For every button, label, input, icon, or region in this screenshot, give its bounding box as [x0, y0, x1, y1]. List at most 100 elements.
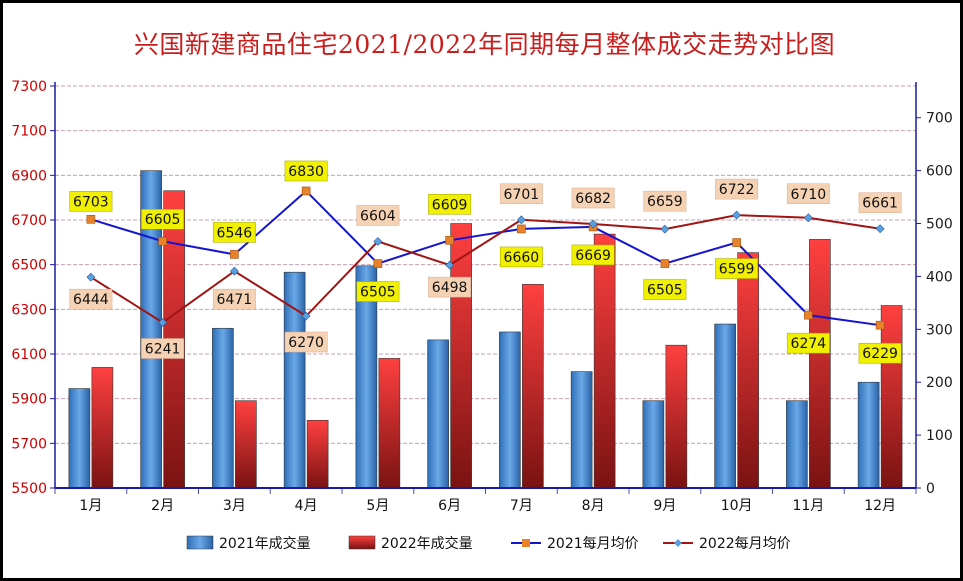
data-label-2021-9: 6505 [647, 283, 683, 299]
data-label-2022-3-box [212, 288, 256, 310]
line-2021-avg-price [90, 189, 881, 327]
point-2022-avg-5 [373, 237, 383, 246]
data-label-2022-5: 6604 [360, 208, 396, 224]
bar-2021-10 [714, 323, 736, 489]
data-label-2021-12-box [858, 342, 902, 364]
data-label-2021-10-box [715, 258, 759, 279]
data-label-2021-1-box [69, 191, 113, 212]
point-2021-avg-3 [230, 250, 239, 259]
data-label-2022-2: 6241 [145, 342, 181, 358]
bar-2021-3 [212, 327, 234, 489]
bar-2021-6 [427, 339, 449, 489]
data-label-2021-7-box [499, 246, 543, 268]
bar-2022-9 [665, 344, 688, 489]
data-label-2022-8-box [571, 187, 615, 209]
y-left-tick-label: 5900 [11, 392, 47, 408]
x-tick-label: 12月 [864, 498, 896, 514]
x-tick-label: 3月 [223, 498, 246, 514]
point-2022-avg-9 [660, 224, 670, 234]
y-left-tick-label: 5700 [11, 436, 47, 452]
legend-label: 2021每月均价 [547, 536, 639, 552]
data-label-2022-6: 6498 [432, 280, 468, 296]
y-left-tick-label: 7100 [11, 124, 47, 140]
data-label-2022-4: 6270 [288, 335, 324, 351]
point-2021-avg-6 [445, 236, 454, 245]
x-tick-label: 5月 [366, 498, 389, 514]
bar-2021-7 [499, 331, 521, 489]
bar-2021-12 [857, 381, 880, 489]
bar-2021-9 [642, 400, 665, 489]
y-left-tick-label: 6500 [11, 258, 47, 274]
data-label-2021-1: 6703 [73, 194, 109, 210]
data-label-2022-10: 6722 [719, 182, 755, 198]
bar-2022-10 [737, 252, 759, 489]
point-2022-avg-6 [445, 260, 455, 270]
legend-marker [522, 539, 530, 547]
data-label-2022-9-box [643, 190, 687, 212]
data-label-2021-12: 6229 [862, 346, 898, 362]
point-2021-avg-2 [158, 236, 167, 246]
bar-2022-1 [91, 367, 114, 489]
x-tick-label: 8月 [582, 498, 605, 514]
data-label-2022-5-box [356, 205, 400, 226]
bar-2022-3 [235, 400, 257, 489]
point-2022-avg-1 [86, 272, 96, 282]
x-tick-label: 7月 [510, 498, 533, 514]
y-right-tick-label: 600 [926, 164, 953, 180]
data-label-2022-12: 6661 [862, 196, 898, 212]
x-tick-label: 11月 [792, 498, 824, 514]
data-label-2021-8: 6669 [575, 248, 611, 264]
bar-2022-5 [378, 358, 401, 489]
data-label-2022-7-box [499, 183, 543, 205]
x-tick-label: 1月 [79, 498, 102, 514]
x-tick-label: 2月 [151, 498, 174, 514]
point-2021-avg-4 [301, 186, 311, 196]
bar-2021-1 [68, 388, 91, 489]
x-tick-label: 10月 [721, 498, 753, 514]
data-label-2021-10: 6599 [719, 262, 755, 278]
data-label-2022-12-box [858, 192, 902, 213]
point-2022-avg-12 [875, 224, 885, 234]
legend-label: 2021年成交量 [219, 535, 311, 552]
point-2021-avg-10 [732, 238, 741, 247]
data-label-2021-5-box [356, 281, 400, 302]
point-2021-avg-5 [373, 259, 383, 268]
legend-label: 2022每月均价 [699, 536, 791, 552]
y-right-tick-label: 500 [926, 217, 953, 233]
y-left-tick-label: 5500 [11, 481, 47, 497]
y-right-tick-label: 200 [926, 375, 953, 391]
data-label-2022-1: 6444 [73, 292, 109, 308]
data-label-2022-9: 6659 [647, 194, 683, 210]
legend-marker [674, 539, 682, 547]
y-left-tick-label: 6900 [11, 168, 47, 184]
data-label-2021-6-box [428, 194, 472, 215]
data-label-2021-2-box [141, 208, 185, 230]
data-label-2022-8: 6682 [575, 191, 611, 207]
x-tick-label: 9月 [653, 498, 676, 514]
point-2022-avg-8 [588, 219, 598, 229]
y-right-tick-label: 400 [926, 269, 953, 285]
data-label-2021-11-box [786, 332, 830, 354]
bar-2021-8 [570, 371, 593, 489]
point-2022-avg-11 [803, 213, 813, 223]
data-label-2022-10-box [715, 178, 759, 200]
point-2021-avg-9 [660, 259, 670, 268]
data-label-2022-4-box [284, 331, 328, 353]
data-label-2021-7: 6660 [504, 250, 540, 266]
legend-label: 2022年成交量 [381, 535, 473, 552]
point-2022-avg-7 [516, 215, 526, 225]
data-label-2021-4-box [284, 160, 328, 182]
y-left-tick-label: 6100 [11, 347, 47, 363]
data-label-2021-4: 6830 [288, 164, 324, 180]
point-2022-avg-10 [732, 210, 742, 220]
bar-2022-4 [306, 419, 329, 489]
y-right-tick-label: 300 [926, 322, 953, 338]
legend-swatch [348, 535, 376, 550]
x-tick-label: 6月 [438, 498, 461, 514]
y-left-tick-label: 6300 [11, 302, 47, 318]
data-label-2022-11: 6710 [791, 187, 827, 203]
x-tick-label: 4月 [295, 498, 318, 514]
point-2021-avg-7 [517, 224, 526, 234]
